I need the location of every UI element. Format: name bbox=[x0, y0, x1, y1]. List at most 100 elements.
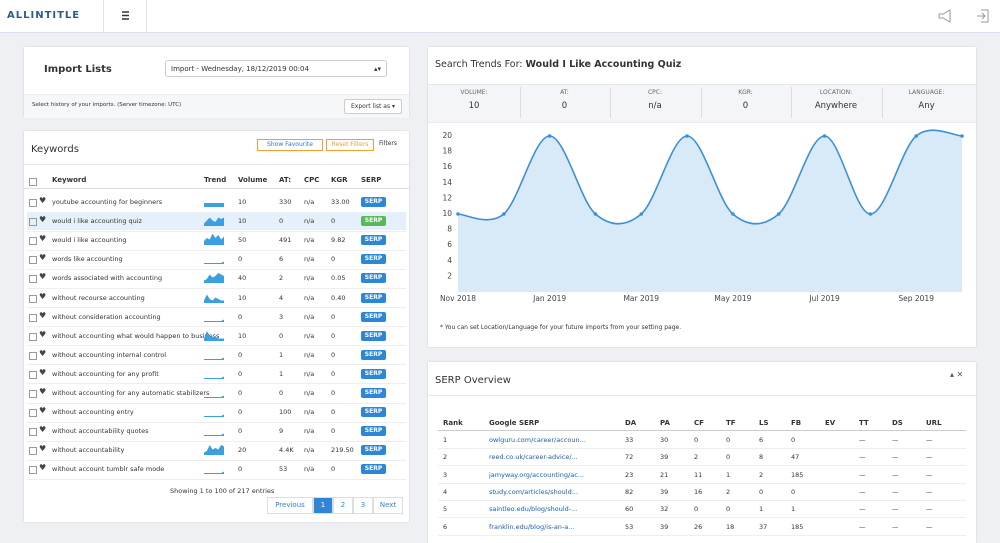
keyword[interactable]: without accounting what would happen to … bbox=[52, 331, 220, 340]
column-header[interactable]: AT: bbox=[279, 176, 292, 184]
row-checkbox[interactable] bbox=[29, 332, 37, 341]
serp-button[interactable]: SERP bbox=[361, 273, 386, 284]
row-checkbox[interactable] bbox=[29, 256, 37, 265]
keyword[interactable]: words associated with accounting bbox=[52, 274, 163, 283]
row-checkbox[interactable] bbox=[29, 428, 37, 437]
favourite-heart[interactable]: ♥ bbox=[39, 253, 47, 263]
sparkline-area bbox=[204, 203, 224, 207]
favourite-heart[interactable]: ♥ bbox=[39, 387, 47, 396]
menu-button[interactable] bbox=[103, 0, 147, 32]
serp-button[interactable]: SERP bbox=[361, 368, 386, 379]
keyword[interactable]: words like accounting bbox=[52, 255, 123, 264]
row-checkbox[interactable] bbox=[29, 237, 37, 246]
serp-link[interactable]: reed.co.uk/career-advice/... bbox=[489, 453, 578, 462]
serp-link[interactable]: jamyway.org/accounting/ac... bbox=[489, 470, 584, 479]
announce-icon[interactable] bbox=[936, 8, 956, 24]
sparkline-area bbox=[204, 357, 224, 360]
serp-link[interactable]: owlguru.com/career/accoun... bbox=[489, 436, 586, 444]
serp-button[interactable]: SERP bbox=[361, 311, 386, 322]
logout-icon[interactable] bbox=[975, 8, 991, 24]
column-header[interactable]: KGR bbox=[331, 176, 348, 184]
page-button[interactable]: 1 bbox=[313, 497, 333, 514]
sparkline-area bbox=[204, 217, 224, 227]
row-checkbox[interactable] bbox=[29, 409, 37, 418]
serp-cell: — bbox=[859, 470, 866, 479]
metric: 100 bbox=[279, 408, 292, 417]
serp-link[interactable]: franklin.edu/blog/is-an-a... bbox=[489, 522, 575, 531]
metric: 0.40 bbox=[331, 293, 346, 302]
row-checkbox[interactable] bbox=[29, 294, 37, 303]
serp-button[interactable]: SERP bbox=[361, 292, 386, 303]
row-checkbox[interactable] bbox=[29, 218, 37, 227]
column-header[interactable]: Keyword bbox=[52, 176, 87, 184]
import-select[interactable]: Import - Wednesday, 18/12/2019 00:04 ▴▾ bbox=[165, 60, 387, 77]
column-header[interactable]: SERP bbox=[361, 176, 382, 184]
favourite-heart[interactable]: ♥ bbox=[39, 367, 47, 377]
keyword[interactable]: without accounting entry bbox=[52, 408, 134, 417]
serp-row-line bbox=[438, 499, 966, 501]
filter-button[interactable]: Show Favourite bbox=[257, 139, 323, 151]
keyword[interactable]: would i like accounting quiz bbox=[52, 217, 142, 226]
serp-button[interactable]: SERP bbox=[361, 349, 386, 360]
favourite-heart[interactable]: ♥ bbox=[39, 444, 47, 454]
panel-controls[interactable]: ▴ ✕ bbox=[950, 370, 964, 379]
metric: 0 bbox=[331, 331, 336, 340]
column-header[interactable]: Volume bbox=[238, 176, 268, 184]
keyword[interactable]: without accounting for any automatic sta… bbox=[52, 389, 210, 397]
keyword[interactable]: without accountability quotes bbox=[52, 427, 149, 436]
page-button[interactable]: Next bbox=[373, 497, 403, 514]
favourite-heart[interactable]: ♥ bbox=[39, 234, 47, 244]
serp-button[interactable]: SERP bbox=[361, 197, 386, 207]
keyword[interactable]: without account tumblr safe mode bbox=[52, 465, 165, 474]
row-checkbox[interactable] bbox=[29, 351, 37, 360]
favourite-heart[interactable]: ♥ bbox=[39, 291, 47, 301]
header-checkbox[interactable] bbox=[29, 178, 37, 186]
keyword[interactable]: without accounting internal control bbox=[52, 350, 167, 359]
page-button[interactable]: Previous bbox=[267, 497, 313, 514]
favourite-heart[interactable]: ♥ bbox=[39, 329, 47, 339]
serp-button[interactable]: SERP bbox=[361, 330, 386, 341]
metric: 0 bbox=[331, 427, 336, 436]
filter-button[interactable]: Reset Filters bbox=[326, 139, 374, 151]
metric: n/a bbox=[304, 293, 315, 302]
serp-button[interactable]: SERP bbox=[361, 407, 386, 418]
export-button[interactable]: Export list as ▾ bbox=[344, 99, 402, 114]
serp-button[interactable]: SERP bbox=[361, 216, 386, 227]
serp-cell: 6 bbox=[759, 436, 764, 444]
row-checkbox[interactable] bbox=[29, 275, 37, 284]
serp-link[interactable]: saintleo.edu/blog/should-... bbox=[489, 505, 578, 514]
serp-button[interactable]: SERP bbox=[361, 388, 386, 398]
row-checkbox[interactable] bbox=[29, 447, 37, 456]
serp-button[interactable]: SERP bbox=[361, 235, 386, 246]
row-checkbox[interactable] bbox=[29, 313, 37, 322]
page-button[interactable]: 3 bbox=[353, 497, 373, 514]
favourite-heart[interactable]: ♥ bbox=[39, 348, 47, 358]
favourite-heart[interactable]: ♥ bbox=[39, 425, 47, 435]
serp-link[interactable]: study.com/articles/should... bbox=[489, 487, 578, 496]
favourite-heart[interactable]: ♥ bbox=[39, 406, 47, 416]
column-header[interactable]: Trend bbox=[204, 176, 227, 184]
row-checkbox[interactable] bbox=[29, 370, 37, 379]
favourite-heart[interactable]: ♥ bbox=[39, 215, 47, 225]
row-checkbox[interactable] bbox=[29, 199, 37, 207]
keyword[interactable]: without consideration accounting bbox=[52, 312, 161, 321]
keyword[interactable]: without recourse accounting bbox=[52, 293, 145, 302]
keyword[interactable]: without accounting for any profit bbox=[52, 369, 159, 378]
favourite-heart[interactable]: ♥ bbox=[39, 463, 47, 473]
row-checkbox[interactable] bbox=[29, 390, 37, 398]
page-button[interactable]: 2 bbox=[333, 497, 353, 514]
keyword[interactable]: youtube accounting for beginners bbox=[52, 198, 163, 206]
favourite-heart[interactable]: ♥ bbox=[39, 310, 47, 320]
serp-button[interactable]: SERP bbox=[361, 426, 386, 437]
filter-button[interactable]: Filters bbox=[374, 139, 402, 149]
keyword[interactable]: would i like accounting bbox=[52, 236, 127, 245]
keyword[interactable]: without accountability bbox=[52, 446, 125, 455]
serp-button[interactable]: SERP bbox=[361, 464, 386, 475]
row-checkbox[interactable] bbox=[29, 466, 37, 475]
serp-button[interactable]: SERP bbox=[361, 445, 386, 456]
serp-button[interactable]: SERP bbox=[361, 254, 386, 265]
logo[interactable]: ALLINTITLE bbox=[7, 10, 81, 21]
favourite-heart[interactable]: ♥ bbox=[39, 196, 47, 205]
favourite-heart[interactable]: ♥ bbox=[39, 272, 47, 282]
column-header[interactable]: CPC bbox=[304, 176, 320, 184]
